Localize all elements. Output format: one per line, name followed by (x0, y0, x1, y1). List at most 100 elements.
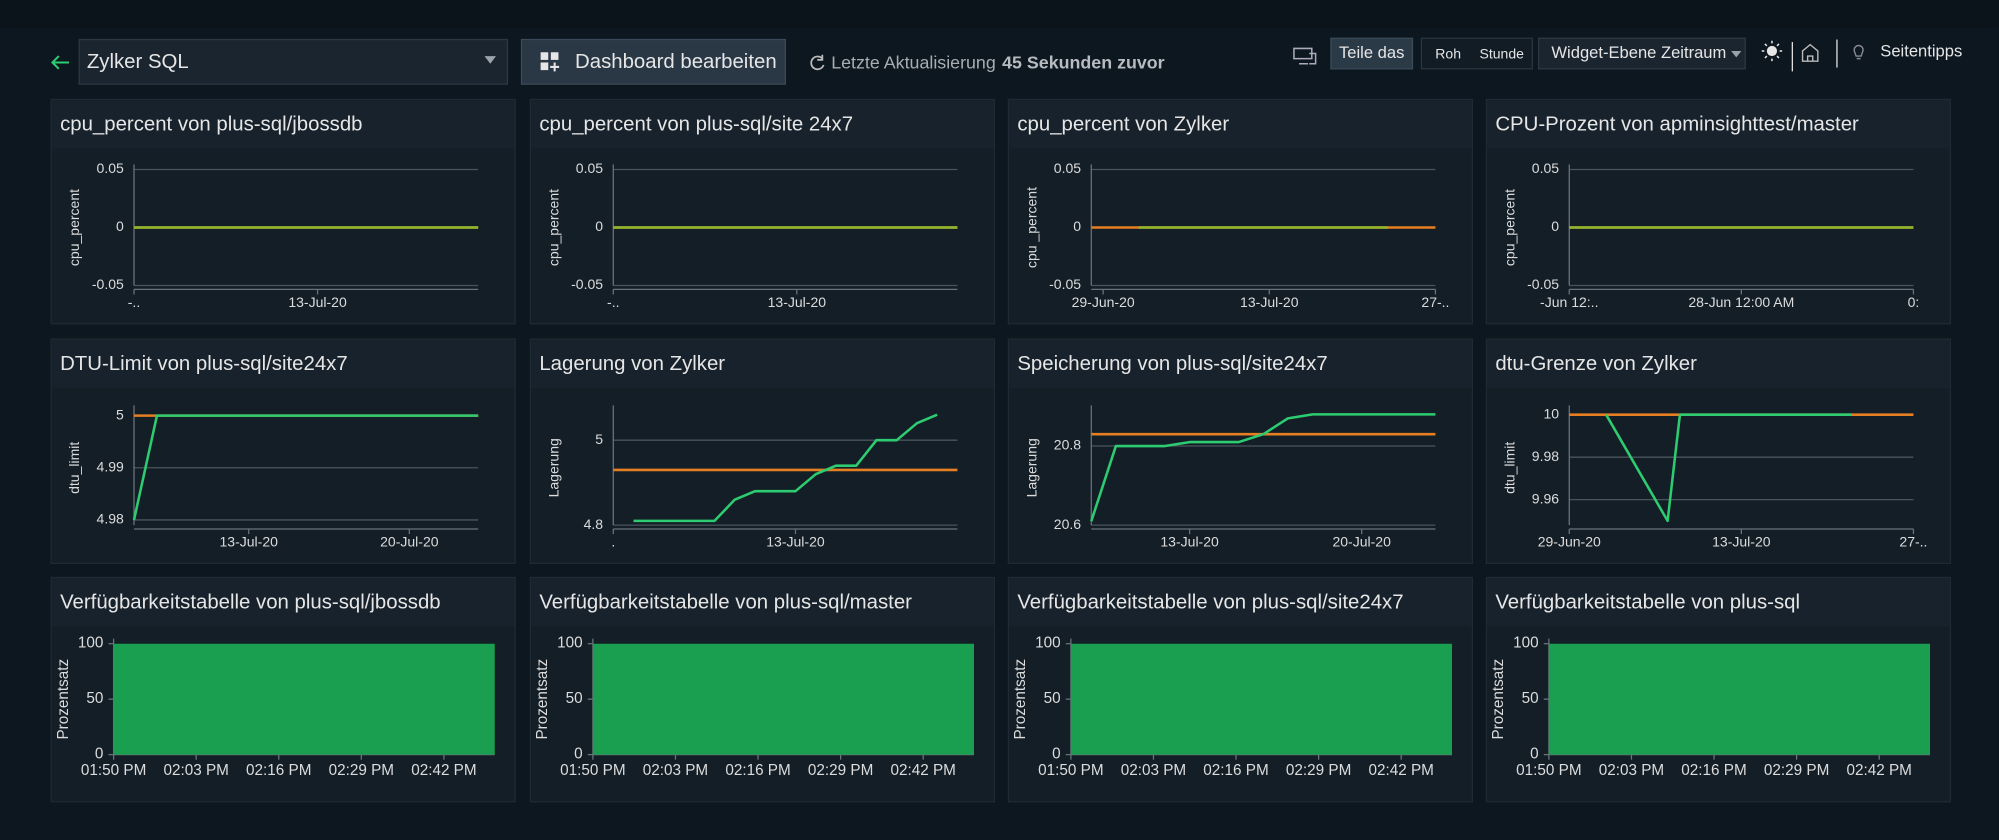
widget-header (1487, 339, 1950, 389)
y-tick-label: 0.05 (1532, 160, 1559, 176)
widget-title: CPU-Prozent von apminsighttest/master (1495, 113, 1859, 135)
widget-title: cpu_percent von plus-sql/site 24x7 (539, 113, 853, 135)
y-axis-label: dtu_limit (1501, 442, 1517, 494)
y-tick-label: 100 (1513, 635, 1539, 652)
x-tick-label: -Jun 12:.. (1540, 294, 1598, 310)
series-line (633, 413, 938, 523)
edit-button[interactable]: Dashboard bearbeiten (520, 38, 786, 85)
widget: cpu_percent von Zylker 0.05 0 -0.05 29-Jun-2… (1007, 98, 1474, 325)
x-tick-label: 02:03 PM (1599, 762, 1664, 779)
widget: Verfügbarkeitstabelle von plus-sql/site2… (1007, 576, 1474, 803)
widget-title: DTU-Limit von plus-sql/site24x7 (60, 353, 348, 375)
widget: cpu_percent von plus-sql/jbossdb 0.05 0 -0.… (50, 98, 516, 325)
series-line (1090, 413, 1436, 522)
icon-square (550, 52, 559, 60)
series-line (1605, 413, 1852, 523)
caret (1731, 50, 1742, 58)
widget-header (531, 578, 994, 627)
widget-header (51, 339, 515, 389)
sun (1766, 45, 1778, 57)
widget-header (1487, 578, 1950, 627)
y-axis-label: cpu_percent (1501, 189, 1517, 266)
y-tick-label: 20.6 (1054, 516, 1081, 532)
x-tick-label: 01:50 PM (1038, 762, 1103, 779)
y-tick-label: 5 (116, 406, 124, 422)
widget-header (531, 100, 994, 149)
tips-link[interactable]: Seitentipps (1880, 42, 1962, 61)
series-area (113, 643, 495, 755)
y-tick-label: 50 (566, 690, 583, 707)
x-tick-label: 02:29 PM (808, 762, 873, 779)
y-tick-label: 0 (1052, 746, 1061, 763)
y-axis-label: cpu_percent (545, 189, 561, 266)
x-tick-label: 13-Jul-20 (766, 534, 825, 550)
x-tick-label: 02:42 PM (1368, 762, 1433, 779)
y-tick-label: 4.98 (97, 511, 124, 527)
y-tick-label: 100 (78, 635, 104, 652)
x-tick-label: 28-Jun 12:00 AM (1688, 294, 1794, 310)
sun-rays (1761, 40, 1783, 62)
device-icon[interactable] (1293, 47, 1317, 65)
widget-header (1487, 100, 1950, 149)
widget-title: Verfügbarkeitstabelle von plus-sql/jboss… (60, 591, 441, 613)
widget-title: Lagerung von Zylker (539, 353, 725, 375)
dashboard-dropdown[interactable]: Zylker SQL (78, 38, 509, 85)
y-tick-label: -0.05 (1527, 276, 1559, 292)
x-tick-label: 13-Jul-20 (768, 294, 827, 310)
dropdown-box (1538, 37, 1746, 70)
widget: DTU-Limit von plus-sql/site24x7 5 4.99 4.98… (50, 338, 516, 565)
x-tick-label: 13-Jul-20 (220, 534, 279, 550)
y-tick-label: 0 (95, 746, 104, 763)
y-tick-label: 9.96 (1532, 490, 1559, 506)
x-tick-label: 02:42 PM (411, 762, 476, 779)
button-label: Dashboard bearbeiten (575, 51, 777, 73)
x-tick-label: 13-Jul-20 (1240, 294, 1299, 310)
refresh-icon[interactable] (810, 54, 825, 71)
x-tick-label: 27-.. (1421, 294, 1449, 310)
widget-title: cpu_percent von Zylker (1017, 113, 1229, 135)
dropdown-box (78, 38, 509, 85)
refresh-label: Letzte Aktualisierung (831, 52, 996, 72)
button-box (520, 38, 786, 85)
period-dropdown[interactable]: Widget-Ebene Zeitraum (1538, 37, 1746, 70)
widget-header (531, 339, 994, 389)
y-tick-label: 50 (1044, 690, 1061, 707)
series-area (592, 643, 975, 755)
y-tick-label: -0.05 (1049, 276, 1081, 292)
share-button[interactable]: Teile das (1330, 37, 1414, 70)
x-tick-label: 02:03 PM (643, 762, 708, 779)
y-axis-label: Lagerung (545, 438, 561, 497)
widget: Speicherung von plus-sql/site24x7 20.8 20.… (1007, 338, 1474, 565)
refresh-info: Letzte Aktualisierung 45 Sekunden zuvor (831, 52, 1164, 72)
widget: Lagerung von Zylker 5 4.8. 13-Jul-20 Lagerun… (529, 338, 996, 565)
x-tick-label: 20-Jul-20 (1332, 534, 1391, 550)
x-tick-label: 02:16 PM (1203, 762, 1268, 779)
view-option[interactable]: Stunde (1480, 46, 1525, 62)
x-tick-label: 02:03 PM (163, 762, 228, 779)
widget: CPU-Prozent von apminsighttest/master 0.0… (1485, 98, 1952, 325)
icon-plus (550, 62, 560, 72)
y-tick-label: 20.8 (1054, 437, 1081, 453)
y-axis-label: Prozentsatz (55, 659, 72, 740)
widget-title: Speicherung von plus-sql/site24x7 (1017, 353, 1327, 375)
theme-icon[interactable] (1761, 40, 1783, 62)
widget-header (1009, 339, 1472, 389)
home-icon[interactable] (1801, 43, 1819, 62)
y-tick-label: 50 (86, 690, 103, 707)
y-tick-label: 5 (595, 431, 603, 447)
top-strip (0, 0, 1999, 29)
view-option[interactable]: Roh (1435, 46, 1461, 62)
widget-title: cpu_percent von plus-sql/jbossdb (60, 113, 362, 135)
back-arrow[interactable] (50, 55, 69, 70)
x-tick-label: 27-.. (1899, 534, 1927, 550)
y-tick-label: 9.98 (1532, 448, 1559, 464)
widget-title: Verfügbarkeitstabelle von plus-sql/maste… (539, 591, 912, 613)
x-tick-label: 01:50 PM (1516, 762, 1581, 779)
x-tick-label: 0: (1908, 294, 1920, 310)
y-tick-label: -0.05 (571, 276, 603, 292)
x-tick-label: 02:42 PM (890, 762, 955, 779)
x-tick-label: -.. (128, 294, 140, 310)
widget: Verfügbarkeitstabelle von plus-sql 100 50 0… (1485, 576, 1952, 803)
